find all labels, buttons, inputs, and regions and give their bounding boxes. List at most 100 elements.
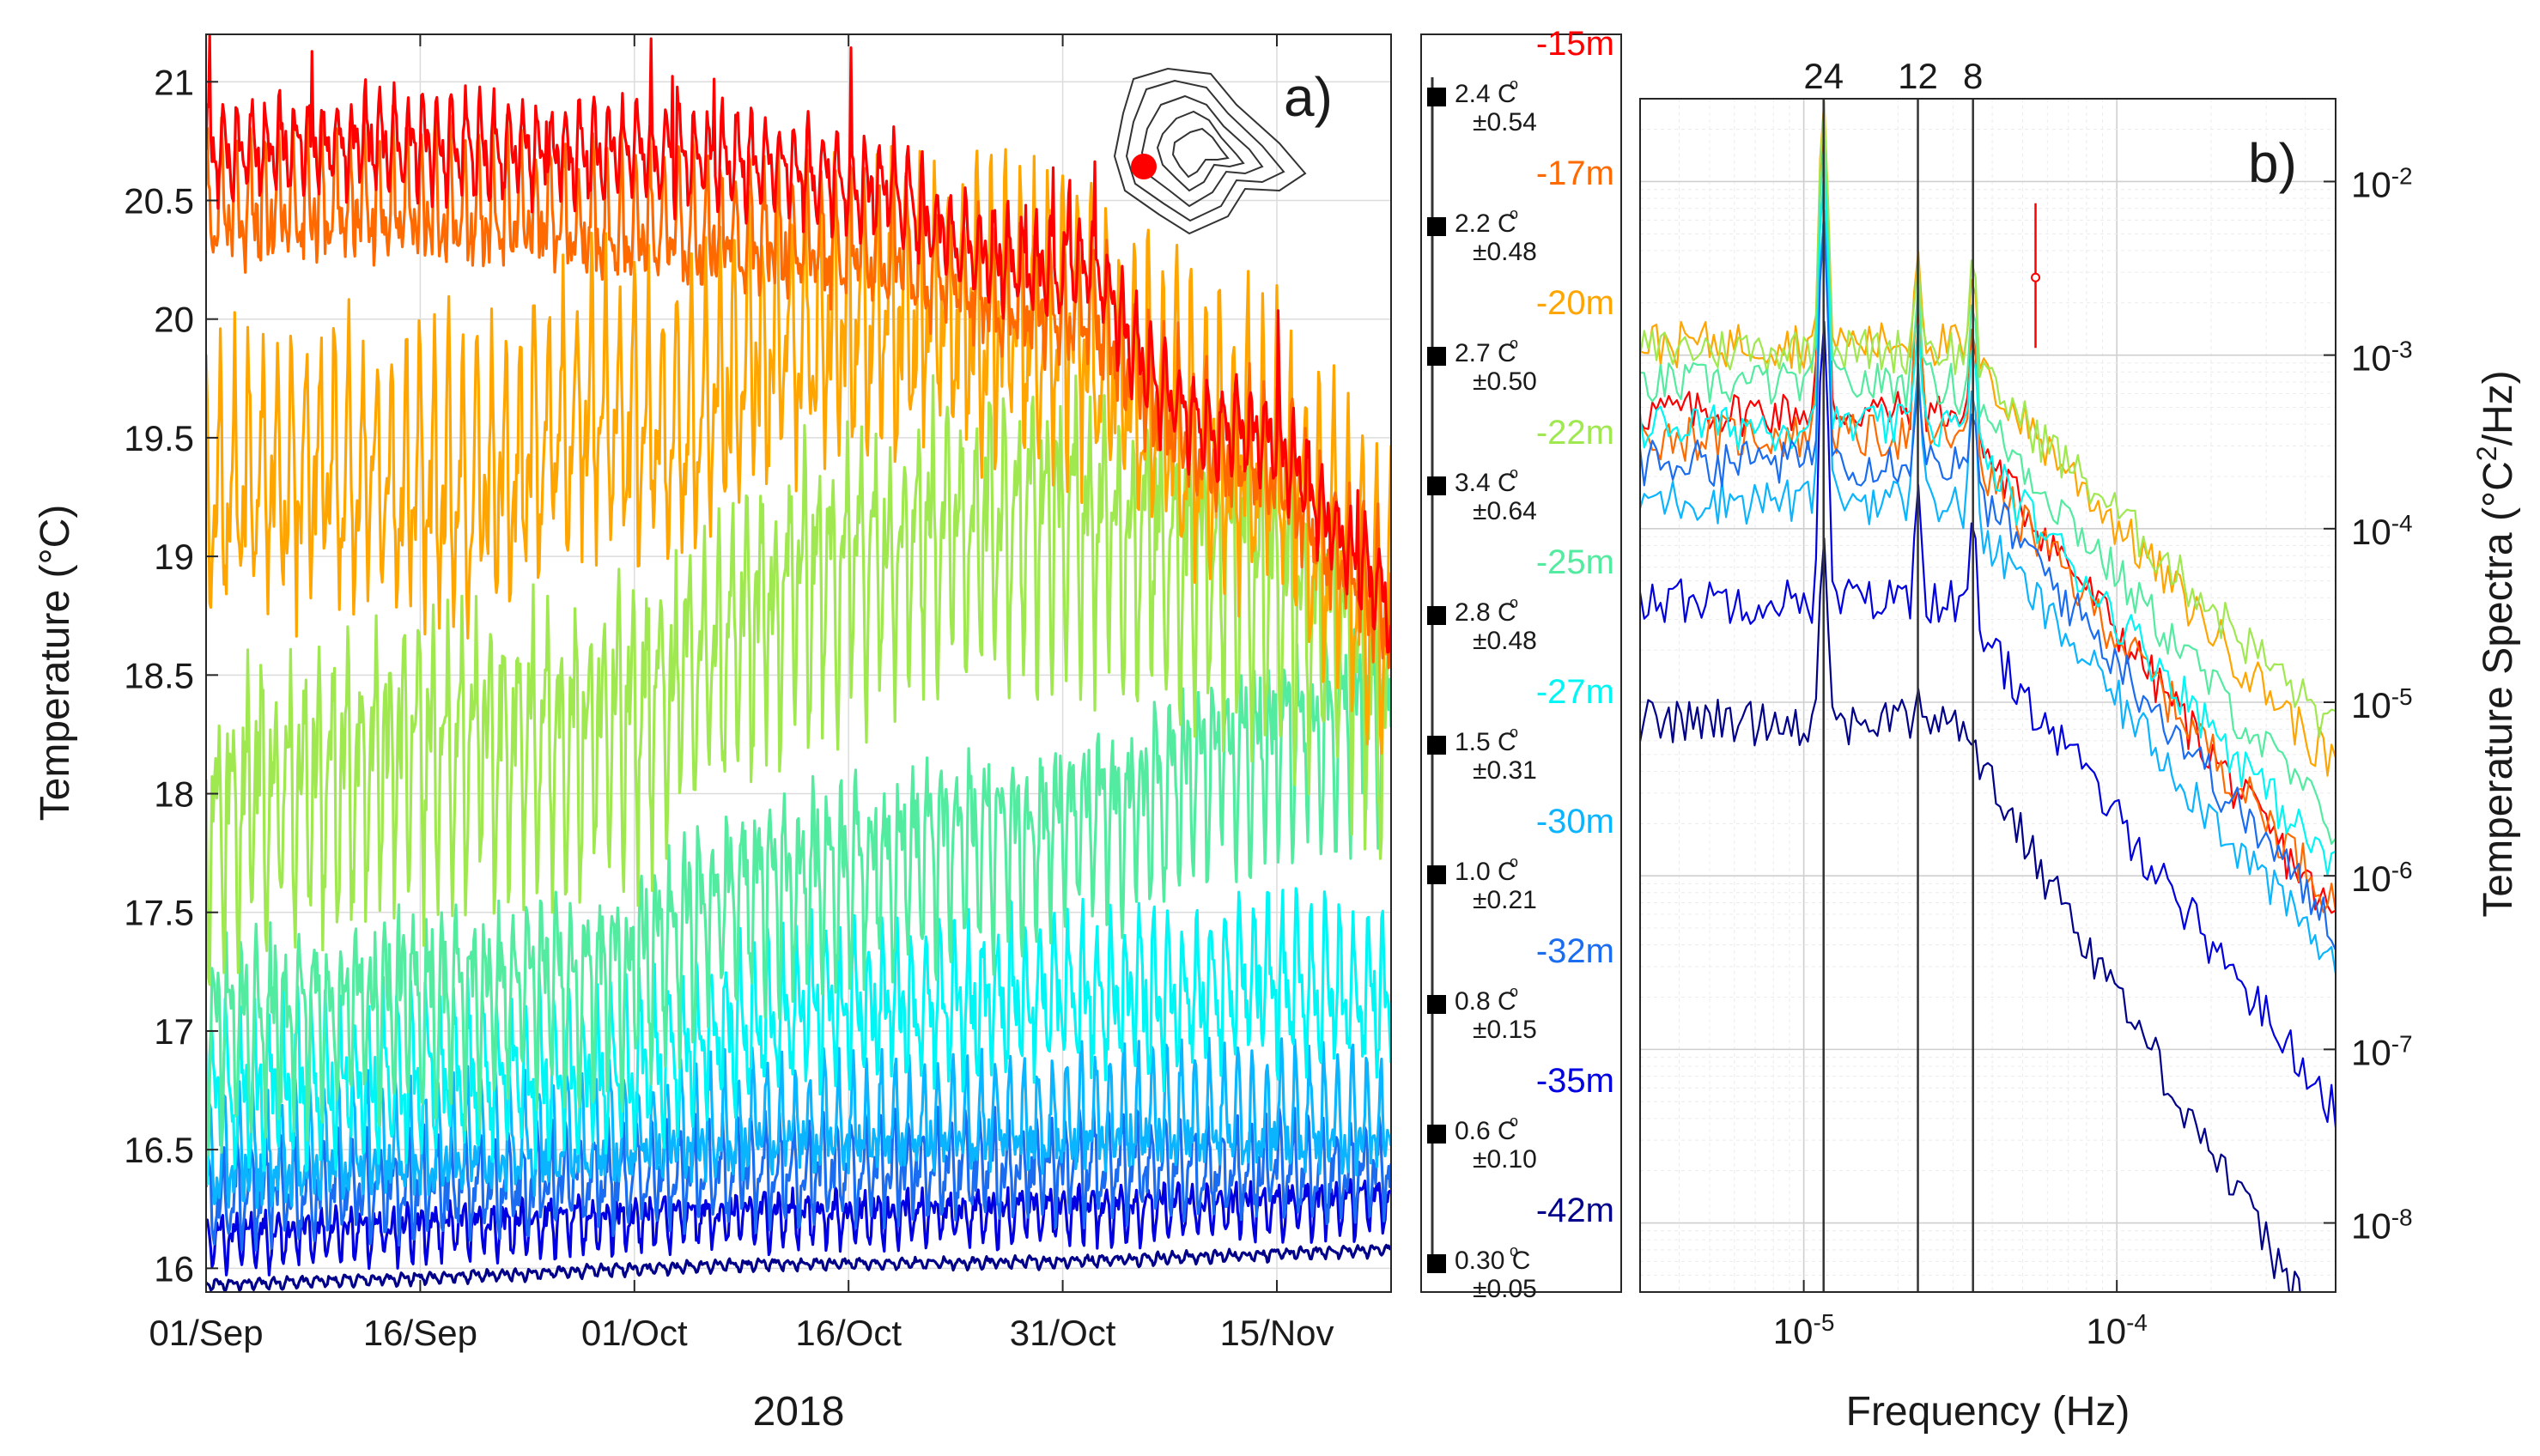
panel-a-ticks: 16 16.5 17 17.5 18 18.5 19 19.5 20 20.5 21 01/Sep 16…: [124, 34, 1334, 1353]
legend-entry: -22m 3.4 Co ±0.64: [1427, 414, 1614, 525]
series-a-35m: [206, 1178, 1391, 1277]
panel-a-ytick-label: 19: [154, 537, 194, 577]
legend-std-label: 2.2 C: [1455, 209, 1516, 238]
series-b-25m: [1640, 137, 2336, 846]
legend-entry: -30m 1.0 Co ±0.21: [1427, 803, 1614, 914]
panel-a-axes-box: [205, 33, 1392, 1293]
legend-std-label: 3.4 C: [1455, 469, 1516, 497]
series-a-30m: [206, 1036, 1391, 1210]
panel-b-ticks: 10-5 10-410-810-710-610-510-410-310-2: [1773, 162, 2413, 1351]
legend-entry: -17m 2.2 Co ±0.48: [1427, 155, 1614, 266]
series-b-30m: [1640, 209, 2336, 974]
panel-a-ytick-label: 20.5: [124, 180, 194, 221]
error-bar-center: [2031, 272, 2041, 282]
panel-a-xtick-label: 31/Oct: [1010, 1313, 1116, 1353]
panel-b-period-lines: 24 12 8: [1803, 56, 1983, 1292]
legend-depth-label: -17m: [1536, 155, 1614, 192]
panel-b-ytick-base: 10: [2351, 685, 2391, 725]
legend-error-label: ±0.31: [1473, 756, 1537, 785]
legend-depth-marker: [1427, 1125, 1446, 1144]
series-a-17m: [206, 104, 1391, 670]
panel-a-ytick-label: 18: [154, 774, 194, 815]
panel-b-ytick-base: 10: [2351, 1032, 2391, 1072]
legend-depth-marker: [1427, 736, 1446, 755]
series-b-35m: [1640, 320, 2336, 1128]
panel-a-ytick-label: 18.5: [124, 655, 194, 695]
period-label: 12: [1898, 56, 1938, 96]
panel-b-error-bar: [2031, 203, 2041, 349]
panel-b-ytick-label: 10-7: [2351, 1030, 2413, 1073]
legend-error-label: ±0.48: [1473, 238, 1537, 266]
series-b-32m: [1640, 221, 2336, 950]
series-a-25m: [206, 628, 1391, 1156]
panel-b: 24 12 8 10-5 10-410-810-710-610-510-410-310…: [1639, 56, 2521, 1435]
panel-b-ytick-exp: -2: [2391, 162, 2413, 189]
panel-b-ylabel-main: Temperature Spectra (°C: [2476, 461, 2521, 917]
legend-degree-mark: o: [1510, 594, 1518, 611]
panel-b-ytick-exp: -3: [2391, 336, 2413, 362]
legend-box: [1420, 33, 1622, 1293]
panel-a-ytick-label: 17.5: [124, 893, 194, 933]
legend-error-label: ±0.10: [1473, 1145, 1537, 1174]
legend-depth-label: -22m: [1536, 414, 1614, 452]
panel-b-xtick-exp: -4: [2126, 1309, 2148, 1336]
legend-error-label: ±0.21: [1473, 886, 1537, 914]
legend-depth-label: -25m: [1536, 543, 1614, 581]
legend-depth-label: -20m: [1536, 284, 1614, 322]
panel-b-ytick-base: 10: [2351, 164, 2391, 204]
panel-b-ylabel-sup: 2: [2471, 446, 2502, 461]
legend-depth-marker: [1427, 88, 1446, 106]
panel-a-xtick-label: 01/Oct: [581, 1313, 688, 1353]
panel-a-ytick-label: 20: [154, 300, 194, 340]
panel-b-ytick-label: 10-3: [2351, 336, 2413, 379]
panel-b-ytick-base: 10: [2351, 512, 2391, 552]
legend-std-label: 2.8 C: [1455, 598, 1516, 627]
panel-a-ylabel: Temperature (°C): [33, 505, 78, 822]
legend-std-label: 2.7 C: [1455, 339, 1516, 367]
legend-degree-mark: o: [1510, 983, 1518, 1000]
panel-a-xlabel: 2018: [753, 1389, 845, 1435]
panel-b-axes-box: [1639, 98, 2336, 1293]
legend-error-label: ±0.48: [1473, 627, 1537, 655]
panel-a-ytick-label: 16: [154, 1248, 194, 1289]
panel-b-ytick-exp: -5: [2391, 683, 2413, 710]
legend-degree-mark: o: [1510, 724, 1518, 741]
panel-a-ytick-label: 19.5: [124, 418, 194, 458]
legend-depth-label: -35m: [1536, 1062, 1614, 1100]
panel-b-ylabel-tail: /Hz): [2476, 370, 2521, 446]
period-label: 8: [1963, 56, 1983, 96]
legend-depth-label: -32m: [1536, 932, 1614, 970]
lake-map-inset: [1113, 67, 1307, 235]
legend-degree-mark: o: [1510, 464, 1518, 482]
legend-error-label: ±0.50: [1473, 367, 1537, 396]
station-marker: [1131, 154, 1157, 179]
panel-b-xlabel: Frequency (Hz): [1846, 1389, 2130, 1435]
panel-b-ytick-exp: -8: [2391, 1204, 2413, 1230]
legend-entry: -25m 2.8 Co ±0.48: [1427, 543, 1614, 655]
legend-depth-marker: [1427, 865, 1446, 884]
legend-std-label: 0.6 C: [1455, 1117, 1516, 1145]
panel-a-xtick-label: 16/Sep: [363, 1313, 477, 1353]
panel-b-xtick-label: 10-4: [2086, 1309, 2148, 1352]
legend-degree-mark: o: [1510, 853, 1518, 871]
panel-b-xtick-base: 10: [2086, 1311, 2126, 1351]
legend-depth-label: -27m: [1536, 673, 1614, 711]
panel-a-xtick-label: 01/Sep: [149, 1313, 263, 1353]
series-b-22m: [1640, 105, 2336, 738]
legend-std-label: 1.5 C: [1455, 728, 1516, 756]
legend-entry: -32m 0.8 Co ±0.15: [1427, 932, 1614, 1044]
series-a-27m: [206, 887, 1391, 1186]
panel-b-plot-area: [1640, 99, 2336, 1292]
legend-depth-label: -42m: [1536, 1192, 1614, 1229]
panel-b-ytick-label: 10-8: [2351, 1204, 2413, 1247]
panel-b-ylabel: Temperature Spectra (°C2/Hz): [2471, 370, 2521, 917]
panel-a-ytick-label: 17: [154, 1011, 194, 1052]
panel-b-ytick-label: 10-5: [2351, 683, 2413, 726]
legend-degree-mark: o: [1510, 76, 1518, 93]
panel-a-ytick-label: 21: [154, 62, 194, 102]
panel-b-series-group: [1640, 100, 2336, 1292]
legend-degree-mark: o: [1510, 1242, 1518, 1259]
